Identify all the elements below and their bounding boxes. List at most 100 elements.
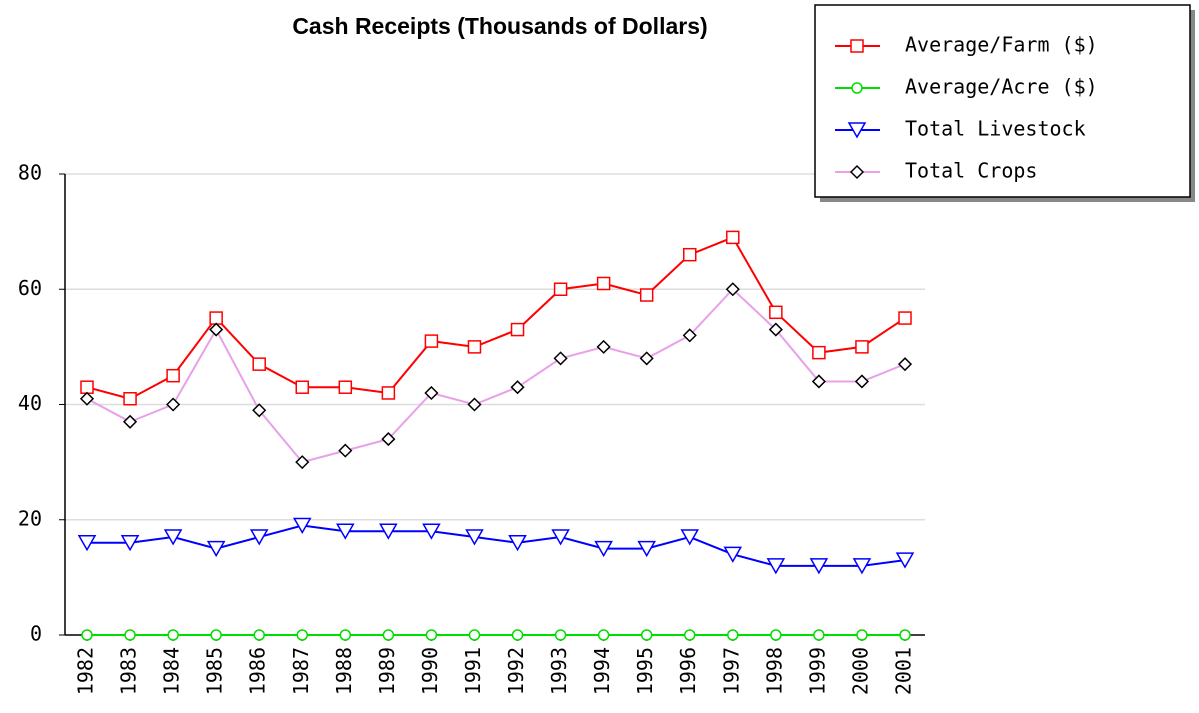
x-tick-label: 1994	[590, 647, 614, 695]
marker	[468, 629, 481, 641]
marker	[897, 357, 913, 372]
x-tick-label: 1984	[160, 647, 184, 695]
x-tick-label: 1990	[418, 647, 442, 695]
series-line	[87, 524, 906, 567]
marker	[849, 164, 865, 180]
x-tick-label: 1998	[762, 647, 786, 695]
x-tick-label: 1997	[719, 647, 743, 695]
marker	[727, 629, 739, 641]
x-tick-label: 1991	[461, 647, 485, 695]
x-tick-label: 1982	[74, 647, 98, 695]
marker	[813, 629, 825, 641]
x-tick-label: 1996	[676, 647, 700, 695]
marker	[210, 629, 222, 641]
marker	[339, 629, 352, 641]
marker	[336, 523, 355, 540]
x-tick-label: 1989	[375, 647, 399, 695]
x-tick-label: 1999	[805, 647, 829, 695]
y-tick-label: 0	[30, 622, 42, 646]
marker	[854, 374, 870, 389]
x-tick-label: 1985	[203, 647, 227, 695]
y-tick-label: 60	[18, 276, 42, 300]
marker	[639, 288, 654, 302]
marker	[295, 455, 310, 470]
marker	[683, 629, 696, 641]
marker	[680, 529, 700, 546]
marker	[382, 629, 395, 641]
marker	[856, 629, 868, 641]
marker	[850, 39, 864, 53]
marker	[769, 305, 783, 320]
marker	[726, 230, 740, 245]
marker	[296, 629, 309, 641]
marker	[811, 374, 826, 389]
marker	[252, 357, 266, 371]
marker	[553, 351, 568, 366]
marker	[768, 322, 783, 337]
x-tick-label: 1986	[246, 647, 270, 695]
marker	[338, 380, 353, 394]
x-tick-label: 1995	[633, 647, 657, 695]
marker	[682, 328, 697, 343]
marker	[81, 629, 93, 641]
marker	[812, 345, 826, 360]
legend-label: Average/Farm ($)	[905, 33, 1098, 57]
marker	[163, 529, 183, 546]
marker	[725, 282, 740, 297]
marker	[122, 414, 138, 429]
chart-title: Cash Receipts (Thousands of Dollars)	[292, 13, 707, 39]
marker	[166, 368, 180, 383]
marker	[252, 403, 267, 418]
marker	[253, 629, 265, 641]
marker	[851, 82, 863, 94]
x-tick-label: 2001	[892, 647, 916, 695]
marker	[124, 629, 136, 641]
marker	[379, 523, 398, 540]
series-line	[86, 287, 906, 464]
y-tick-label: 20	[18, 506, 42, 530]
marker	[640, 629, 653, 641]
marker	[467, 340, 482, 354]
y-tick-label: 80	[18, 161, 42, 185]
marker	[167, 629, 179, 641]
x-tick-label: 1988	[332, 647, 356, 695]
legend-label: Total Crops	[905, 159, 1037, 183]
marker	[292, 517, 312, 535]
marker	[852, 558, 872, 575]
plot-area: 0 20 40 60 80 1982 1983 1984 1985 1986 1987 1988 198…	[18, 161, 925, 695]
marker	[597, 629, 610, 641]
marker	[551, 529, 570, 546]
legend: Average/Farm ($) Average/Acre ($) Total Li…	[814, 4, 1195, 202]
marker	[295, 380, 310, 394]
marker	[510, 380, 525, 395]
marker	[422, 523, 441, 540]
marker	[847, 122, 867, 139]
marker	[637, 540, 656, 558]
series-line	[86, 236, 906, 400]
marker	[510, 322, 525, 337]
marker	[166, 397, 181, 412]
marker	[381, 386, 396, 400]
x-tick-label: 1987	[289, 647, 313, 695]
marker	[206, 540, 226, 558]
marker	[895, 552, 915, 569]
marker	[809, 558, 829, 575]
marker	[338, 443, 353, 458]
marker	[424, 334, 439, 348]
marker	[855, 340, 869, 354]
legend-box	[814, 4, 1191, 198]
marker	[766, 558, 786, 575]
marker	[249, 529, 269, 546]
marker	[553, 282, 568, 296]
marker	[120, 535, 140, 552]
marker	[508, 535, 527, 552]
marker	[596, 276, 611, 291]
marker	[898, 311, 912, 325]
marker	[554, 629, 567, 641]
marker	[899, 629, 911, 641]
x-tick-label: 1992	[504, 647, 528, 695]
marker	[596, 339, 611, 354]
marker	[80, 380, 94, 394]
marker	[467, 397, 482, 412]
marker	[511, 629, 524, 641]
